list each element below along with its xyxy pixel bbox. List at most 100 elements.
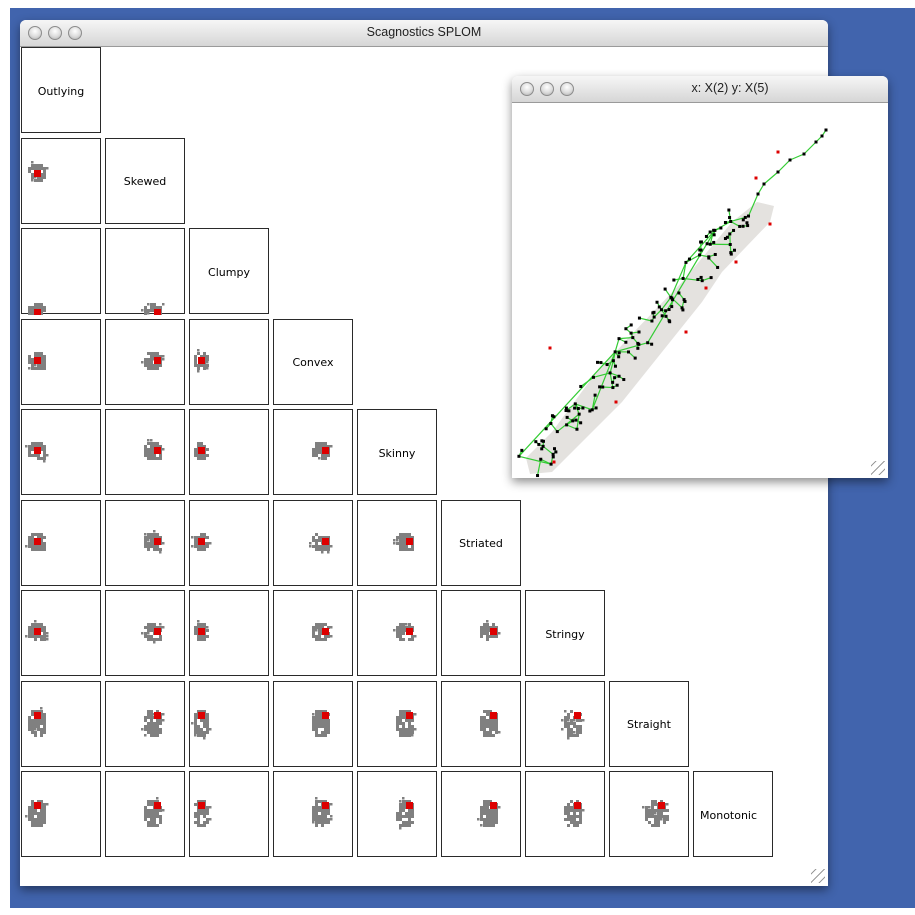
scatter-close-button[interactable] <box>520 82 534 96</box>
scatter-resize-grip[interactable] <box>871 461 885 475</box>
splom-scatter-cell[interactable] <box>105 680 185 767</box>
splom-scatter-cell[interactable] <box>21 680 101 767</box>
splom-thumbnail <box>396 709 417 737</box>
splom-thumbnail <box>191 532 212 551</box>
highlight-marker <box>34 169 41 177</box>
splom-thumbnail <box>477 800 501 827</box>
highlight-marker <box>154 537 161 545</box>
splom-titlebar[interactable]: Scagnostics SPLOM <box>20 20 828 47</box>
highlight-marker <box>34 802 41 809</box>
scatter-titlebar[interactable]: x: X(2) y: X(5) <box>512 76 888 103</box>
splom-thumbnail <box>561 709 585 739</box>
zoom-button[interactable] <box>68 26 82 40</box>
splom-scatter-cell[interactable] <box>441 680 521 767</box>
highlight-marker <box>322 628 329 635</box>
highlight-marker <box>198 628 205 635</box>
splom-scatter-cell[interactable] <box>105 590 185 676</box>
splom-window-title: Scagnostics SPLOM <box>366 25 482 39</box>
splom-scatter-cell[interactable] <box>189 318 269 405</box>
splom-thumbnail <box>141 351 165 370</box>
splom-scatter-cell[interactable] <box>273 499 353 586</box>
splom-scatter-cell[interactable] <box>525 771 605 857</box>
splom-diagonal-cell: Outlying <box>21 47 101 133</box>
splom-scatter-cell[interactable] <box>357 771 437 857</box>
highlight-marker <box>154 628 161 635</box>
splom-scatter-cell[interactable] <box>21 590 101 676</box>
splom-diagonal-cell: Straight <box>609 680 689 767</box>
splom-thumbnail <box>28 351 46 370</box>
highlight-marker <box>154 802 161 809</box>
highlight-marker <box>574 802 581 809</box>
splom-diagonal-cell: Convex <box>273 318 353 405</box>
outlier-points <box>548 150 780 464</box>
highlight-marker <box>406 628 413 635</box>
highlight-marker <box>322 802 329 809</box>
splom-variable-label: Stringy <box>545 627 585 641</box>
splom-scatter-cell[interactable] <box>105 771 185 857</box>
splom-scatter-cell[interactable] <box>189 499 269 586</box>
splom-scatter-cell[interactable] <box>357 499 437 586</box>
splom-thumbnail <box>191 709 212 739</box>
splom-scatter-cell[interactable] <box>21 137 101 224</box>
highlight-marker <box>198 802 205 809</box>
splom-scatter-cell[interactable] <box>21 499 101 586</box>
splom-diagonal-cell: Monotonic <box>693 771 773 857</box>
splom-scatter-cell[interactable] <box>105 228 185 315</box>
splom-scatter-cell[interactable] <box>21 228 101 315</box>
highlight-marker <box>34 356 41 364</box>
splom-scatter-cell[interactable] <box>273 409 353 495</box>
splom-thumbnail <box>393 623 417 641</box>
splom-scatter-cell[interactable] <box>105 409 185 495</box>
highlight-marker <box>658 802 665 809</box>
splom-scatter-cell[interactable] <box>273 771 353 857</box>
highlight-marker <box>322 447 329 454</box>
splom-scatter-cell[interactable] <box>525 680 605 767</box>
splom-scatter-cell[interactable] <box>273 590 353 676</box>
splom-thumbnail <box>194 620 209 641</box>
scatterplot[interactable] <box>512 102 888 478</box>
splom-variable-label: Skinny <box>378 446 416 460</box>
highlight-marker <box>34 447 41 454</box>
highlight-marker <box>406 802 413 809</box>
splom-scatter-cell[interactable] <box>357 590 437 676</box>
splom-thumbnail <box>144 797 165 827</box>
scatter-window: x: X(2) y: X(5) <box>512 76 888 478</box>
splom-scatter-cell[interactable] <box>21 409 101 495</box>
splom-scatter-cell[interactable] <box>441 590 521 676</box>
close-button[interactable] <box>28 26 42 40</box>
highlight-marker <box>198 537 205 545</box>
splom-resize-grip[interactable] <box>811 869 825 883</box>
splom-scatter-cell[interactable] <box>357 680 437 767</box>
splom-scatter-cell[interactable] <box>609 771 689 857</box>
highlight-marker <box>322 711 329 719</box>
splom-thumbnail <box>312 709 330 737</box>
splom-scatter-cell[interactable] <box>441 771 521 857</box>
splom-scatter-cell[interactable] <box>189 409 269 495</box>
splom-scatter-cell[interactable] <box>105 318 185 405</box>
minimize-button[interactable] <box>48 26 62 40</box>
highlight-marker <box>198 447 205 454</box>
splom-scatter-cell[interactable] <box>21 318 101 405</box>
splom-thumbnail <box>141 709 165 737</box>
splom-thumbnail <box>141 303 165 315</box>
scatter-minimize-button[interactable] <box>540 82 554 96</box>
highlight-marker <box>154 309 161 315</box>
splom-thumbnail <box>25 442 49 463</box>
splom-scatter-cell[interactable] <box>189 590 269 676</box>
splom-scatter-cell[interactable] <box>273 680 353 767</box>
splom-thumbnail <box>25 800 49 827</box>
splom-thumbnail <box>312 797 333 827</box>
scatter-points <box>517 128 828 478</box>
splom-scatter-cell[interactable] <box>189 771 269 857</box>
splom-diagonal-cell: Striated <box>441 499 521 586</box>
splom-thumbnail <box>25 620 49 641</box>
highlight-marker <box>34 309 41 315</box>
scatter-zoom-button[interactable] <box>560 82 574 96</box>
splom-thumbnail <box>194 800 212 827</box>
splom-scatter-cell[interactable] <box>21 771 101 857</box>
splom-scatter-cell[interactable] <box>189 680 269 767</box>
splom-thumbnail <box>28 706 46 737</box>
splom-scatter-cell[interactable] <box>105 499 185 586</box>
highlight-marker <box>406 711 413 719</box>
splom-variable-label: Monotonic <box>700 808 758 822</box>
